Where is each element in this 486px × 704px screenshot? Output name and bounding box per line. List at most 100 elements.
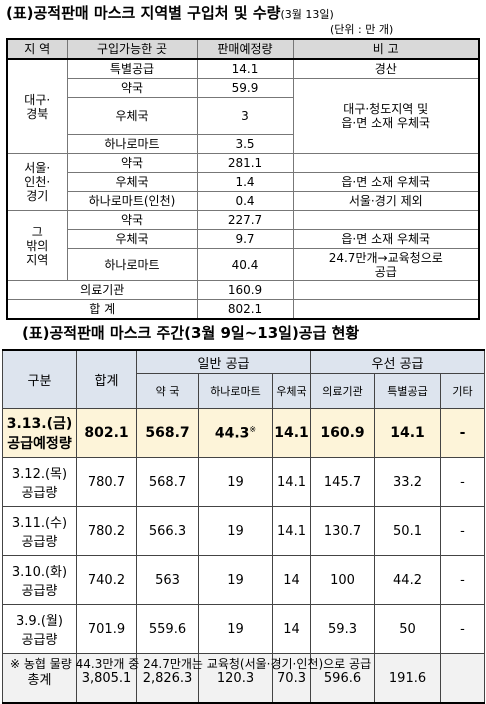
table1-title: (표)공적판매 마스크 지역별 구입처 및 수량(3월 13일)	[6, 2, 334, 23]
header-cell: 의료기관	[310, 373, 376, 409]
data-row: 그 밖의 지역 약국 227.7	[6, 210, 480, 281]
data-row: 약국 59.9 대구·청도지역 및 읍·면 소재 우체국	[7, 78, 480, 154]
value: 44.3	[214, 425, 250, 442]
total-row: 합 계 802.1	[6, 299, 480, 320]
data-row: 3.13.(금) 공급예정량 802.1 568.7 44.3※ 14.1 160.9 14.…	[2, 408, 486, 458]
text-line: 24.7만개→교육청으로	[328, 250, 443, 265]
value-cell: 701.9	[76, 604, 137, 654]
text-line: 3.9.(월)	[16, 614, 63, 629]
region-cell: 서울· 인천· 경기	[6, 153, 68, 211]
label-cell: 의료기관	[6, 280, 198, 300]
title-text: (표)공적판매 마스크 지역별 구입처 및 수량	[6, 4, 281, 22]
data-row: 하나로마트 3.5	[7, 134, 479, 154]
text-line: 대구·	[24, 92, 51, 107]
header-cell: 특별공급	[374, 373, 442, 409]
value-cell: -	[440, 555, 486, 605]
text-line: 3.10.(화)	[11, 565, 68, 580]
value-cell: 780.7	[76, 457, 137, 507]
header-cell: 일반 공급	[135, 349, 312, 374]
value-cell: 14.1	[374, 408, 442, 458]
data-row: 3.11.(수) 공급량 780.2 566.3 19 14.1 130.7 50.1-	[2, 506, 486, 556]
text-line: 경기	[26, 189, 49, 203]
value-cell: 100	[310, 555, 376, 605]
text-line: 공급량	[21, 633, 58, 648]
text-line: 그	[31, 224, 43, 239]
note-cell	[292, 210, 480, 230]
text-line: 3.12.(목)	[11, 467, 68, 482]
qty-cell: 3	[196, 97, 294, 135]
value-cell: 19	[198, 506, 273, 556]
text-line: 경북	[26, 106, 49, 121]
place-cell: 약국	[66, 153, 198, 173]
value-cell: 50	[374, 604, 442, 654]
text-line: 대구·청도지역 및	[343, 102, 429, 116]
value-cell: 50.1	[374, 506, 442, 556]
header-cell: 우체국	[271, 373, 312, 409]
footnote: ※ 농협 물량 44.3만개 중 24.7만개는 교육청(서울·경기·인천)으로…	[10, 657, 372, 671]
place-cell: 약국	[66, 78, 198, 98]
text-line: 공급	[374, 264, 397, 279]
place-cell: 하나로마트	[66, 248, 198, 281]
title-date: (3월 13일)	[280, 8, 334, 21]
region-cell: 대구· 경북	[6, 58, 68, 154]
label-cell: 3.9.(월) 공급량	[2, 604, 77, 654]
value-cell: -	[440, 604, 486, 654]
header-row: 구분 합계 일반 공급 우선 공급	[2, 349, 486, 409]
note-cell: 읍·면 소재 우체국	[292, 172, 480, 192]
note-cell	[292, 153, 480, 173]
value-cell: 568.7	[136, 408, 199, 458]
region-table: 지 역 구입가능한 곳 판매예정량 비 고 대구· 경북 특별공급 14.1 경산 약국 59.9 대…	[6, 38, 480, 320]
qty-cell: 14.1	[196, 58, 294, 79]
region-cell: 그 밖의 지역	[6, 210, 68, 281]
qty-cell: 160.9	[196, 280, 294, 300]
place-cell: 우체국	[66, 97, 198, 135]
note-cell: 대구·청도지역 및 읍·면 소재 우체국	[292, 78, 480, 154]
label-cell: 3.12.(목) 공급량	[2, 457, 77, 507]
text-line: 읍·면 소재 우체국	[341, 116, 431, 130]
label-cell: 3.10.(화) 공급량	[2, 555, 77, 605]
value-cell: 19	[198, 457, 273, 507]
data-row: 우체국 3	[7, 97, 479, 135]
note-cell: 읍·면 소재 우체국	[292, 229, 480, 249]
place-cell: 특별공급	[66, 58, 198, 79]
qty-cell: 9.7	[196, 229, 294, 249]
value-cell: 14.1	[271, 506, 312, 556]
value-cell: -	[440, 408, 486, 458]
qty-cell: 59.9	[196, 78, 294, 98]
value-cell: 566.3	[136, 506, 199, 556]
qty-cell: 802.1	[196, 299, 294, 320]
place-cell: 우체국	[66, 172, 198, 192]
note-cell: 경산	[292, 58, 480, 79]
data-row: 3.12.(목) 공급량 780.7 568.7 19 14.1 145.7 33.2-	[2, 457, 486, 507]
header-row: 약 국 하나로마트 우체국 의료기관 특별공급 기타	[3, 373, 486, 409]
qty-cell: 0.4	[196, 191, 294, 211]
data-row: 3.9.(월) 공급량 701.9 559.6 19 14 59.3 50-	[2, 604, 486, 654]
data-row: 서울· 인천· 경기 약국 281.1	[6, 153, 480, 211]
qty-cell: 227.7	[196, 210, 294, 230]
value-cell: 160.9	[310, 408, 376, 458]
value-cell: 568.7	[136, 457, 199, 507]
text-line: 3.11.(수)	[11, 516, 68, 531]
footnote-mark: ※	[249, 424, 257, 434]
value-cell: 130.7	[310, 506, 376, 556]
table2-title: (표)공적판매 마스크 주간(3월 9일~13일)공급 현황	[22, 324, 360, 342]
value-cell: -	[440, 457, 486, 507]
qty-cell: 1.4	[196, 172, 294, 192]
header-row: 지 역 구입가능한 곳 판매예정량 비 고	[6, 38, 480, 60]
value-cell: 740.2	[76, 555, 137, 605]
note-cell: 서울·경기 제외	[292, 191, 480, 211]
value-cell: 559.6	[136, 604, 199, 654]
data-row: 대구· 경북 특별공급 14.1 경산	[6, 58, 480, 154]
label-cell: 3.11.(수) 공급량	[2, 506, 77, 556]
place-cell: 하나로마트	[66, 134, 198, 154]
value-cell: -	[440, 506, 486, 556]
value-cell: 44.2	[374, 555, 442, 605]
data-row: 우체국 1.4 읍·면 소재 우체국	[7, 172, 480, 192]
value-cell	[440, 653, 486, 704]
header-cell: 구분	[2, 349, 77, 409]
text-line: 서울·	[24, 161, 51, 175]
value-cell: 44.3※	[198, 408, 273, 458]
value-cell: 802.1	[76, 408, 137, 458]
value-cell: 19	[198, 555, 273, 605]
